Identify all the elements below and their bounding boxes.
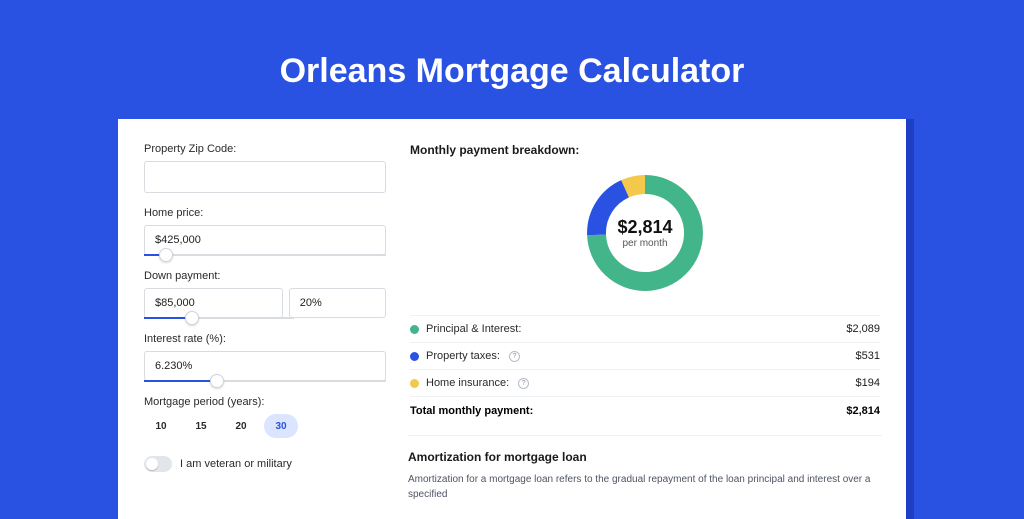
home-price-slider[interactable]	[144, 254, 386, 256]
interest-rate-slider[interactable]	[144, 380, 386, 382]
donut-center-sub: per month	[622, 238, 667, 249]
mortgage-period-option[interactable]: 20	[224, 414, 258, 438]
mortgage-period-option[interactable]: 10	[144, 414, 178, 438]
legend-row: Home insurance:? $194	[410, 369, 880, 397]
zip-label: Property Zip Code:	[144, 143, 386, 155]
calculator-card: Property Zip Code: Home price: Down paym…	[118, 119, 906, 519]
donut-chart-wrap: $2,814 per month	[410, 169, 880, 297]
legend-swatch	[410, 379, 419, 388]
donut-chart: $2,814 per month	[581, 169, 709, 297]
veteran-toggle[interactable]	[144, 456, 172, 472]
legend-label: Property taxes:	[426, 350, 500, 362]
legend-value: $531	[856, 350, 880, 362]
down-payment-percent-input[interactable]	[289, 288, 386, 318]
zip-input[interactable]	[144, 161, 386, 193]
legend: Principal & Interest: $2,089 Property taxe…	[410, 315, 880, 397]
down-payment-field-group: Down payment:	[144, 270, 386, 319]
zip-field-group: Property Zip Code:	[144, 143, 386, 193]
legend-swatch	[410, 325, 419, 334]
amortization-text: Amortization for a mortgage loan refers …	[408, 472, 882, 502]
donut-center-amount: $2,814	[617, 217, 672, 238]
amortization-section: Amortization for mortgage loan Amortizat…	[408, 435, 882, 502]
mortgage-period-field-group: Mortgage period (years): 10152030	[144, 396, 386, 438]
legend-label: Principal & Interest:	[426, 323, 521, 335]
breakdown-panel: Monthly payment breakdown: $2,814 per mo…	[410, 143, 880, 519]
home-price-input[interactable]	[144, 225, 386, 255]
legend-swatch	[410, 352, 419, 361]
info-icon[interactable]: ?	[518, 378, 529, 389]
total-value: $2,814	[846, 405, 880, 417]
amortization-title: Amortization for mortgage loan	[408, 450, 882, 464]
legend-value: $2,089	[846, 323, 880, 335]
mortgage-period-option[interactable]: 15	[184, 414, 218, 438]
down-payment-amount-input[interactable]	[144, 288, 283, 318]
veteran-row: I am veteran or military	[144, 456, 386, 472]
page-title: Orleans Mortgage Calculator	[0, 52, 1024, 91]
legend-label: Home insurance:	[426, 377, 509, 389]
home-price-label: Home price:	[144, 207, 386, 219]
mortgage-period-option[interactable]: 30	[264, 414, 298, 438]
legend-row: Property taxes:? $531	[410, 342, 880, 369]
down-payment-label: Down payment:	[144, 270, 386, 282]
info-icon[interactable]: ?	[509, 351, 520, 362]
legend-value: $194	[856, 377, 880, 389]
form-panel: Property Zip Code: Home price: Down paym…	[144, 143, 386, 519]
veteran-label: I am veteran or military	[180, 458, 292, 470]
down-payment-slider[interactable]	[144, 317, 294, 319]
legend-row: Principal & Interest: $2,089	[410, 315, 880, 342]
interest-rate-input[interactable]	[144, 351, 386, 381]
interest-rate-field-group: Interest rate (%):	[144, 333, 386, 382]
total-row: Total monthly payment: $2,814	[410, 397, 880, 435]
mortgage-period-options: 10152030	[144, 414, 386, 438]
breakdown-title: Monthly payment breakdown:	[410, 143, 880, 157]
mortgage-period-label: Mortgage period (years):	[144, 396, 386, 408]
home-price-field-group: Home price:	[144, 207, 386, 256]
interest-rate-label: Interest rate (%):	[144, 333, 386, 345]
total-label: Total monthly payment:	[410, 405, 533, 417]
